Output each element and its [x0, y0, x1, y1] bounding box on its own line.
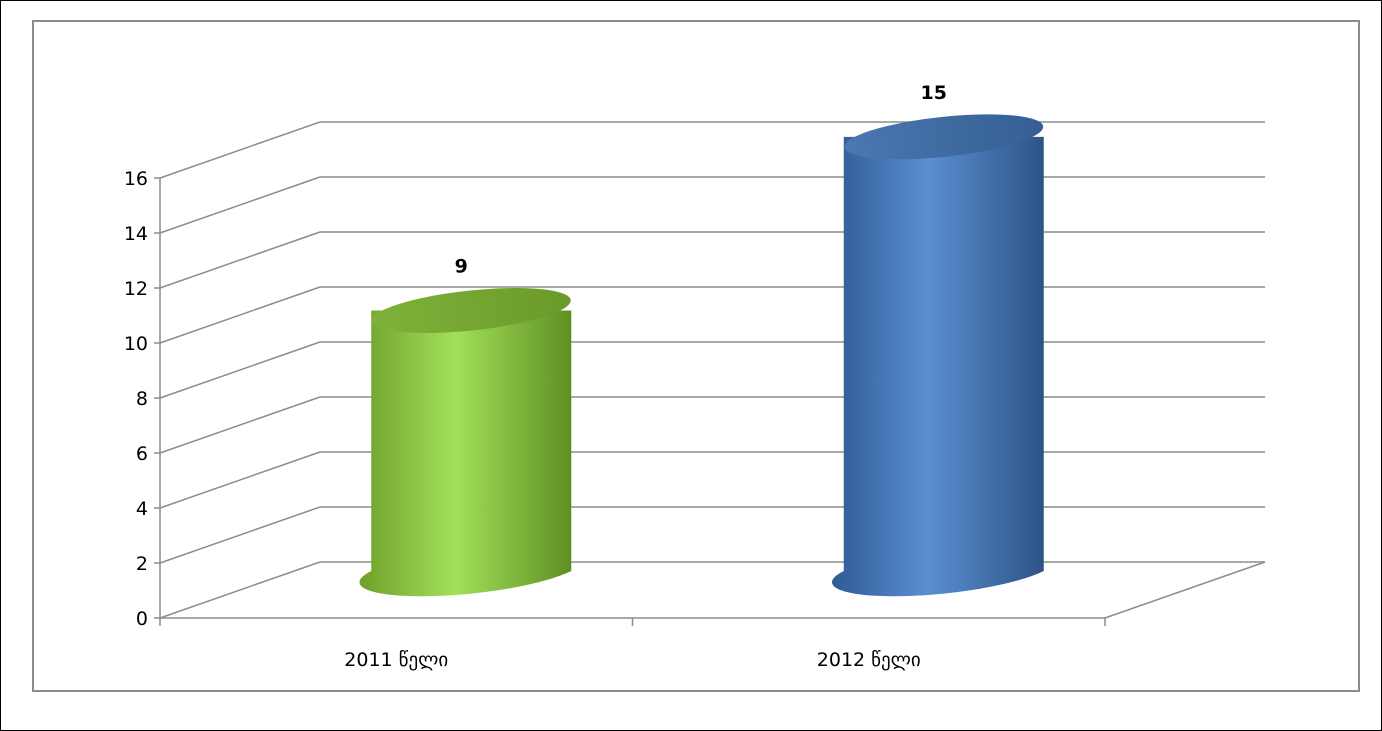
side-gridline [159, 286, 321, 344]
data-label: 15 [921, 82, 947, 104]
floor-right-edge [1104, 561, 1266, 619]
side-gridline [159, 396, 321, 454]
cylinder-bar [359, 288, 572, 597]
y-tick-label: 4 [136, 498, 148, 520]
category-label: 2012 წელი [817, 649, 921, 671]
y-tick-label: 2 [136, 553, 148, 575]
category-label: 2011 წელი [344, 649, 448, 671]
data-label: 9 [455, 256, 468, 278]
cylinder-top [371, 288, 571, 333]
y-tick-label: 16 [124, 168, 148, 190]
cylinder-body [831, 136, 1044, 597]
y-tick-label: 12 [124, 278, 148, 300]
y-tick-label: 10 [124, 333, 148, 355]
y-tick-label: 14 [124, 223, 148, 245]
cylinder-body [359, 310, 572, 597]
bars [359, 114, 1044, 597]
side-gridline [159, 176, 321, 234]
side-gridline [159, 561, 321, 619]
cylinder-top [844, 114, 1044, 160]
side-gridline [159, 506, 321, 564]
cylinder-bar [831, 114, 1044, 597]
y-axis: 0 2 4 6 8 10 12 14 16 [124, 168, 1106, 630]
gridlines [159, 121, 1266, 619]
side-gridline [159, 451, 321, 509]
side-gridline [159, 231, 321, 289]
y-tick-label: 8 [136, 388, 148, 410]
y-tick-label: 6 [136, 443, 148, 465]
chart-area [32, 20, 1360, 692]
side-gridline [159, 121, 321, 179]
labels: 9 2011 წელი 15 2012 წელი [344, 82, 947, 671]
side-gridline [159, 341, 321, 399]
y-tick-label: 0 [136, 608, 148, 630]
